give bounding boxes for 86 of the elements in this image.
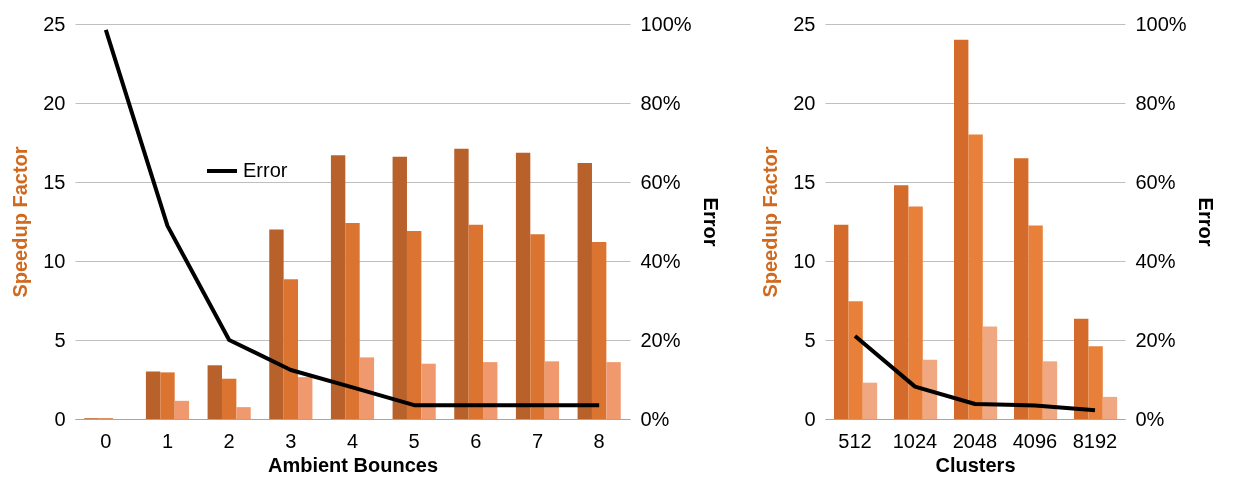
bar <box>1042 361 1058 419</box>
bar <box>421 363 436 419</box>
y-tick-label: 10 <box>43 249 66 272</box>
x-tick-label: 4096 <box>1012 429 1058 452</box>
bar <box>1074 318 1089 419</box>
y-tick-label: 15 <box>793 170 816 193</box>
bar <box>606 362 621 419</box>
bar <box>922 359 938 419</box>
y-axis-title: Speedup Factor <box>9 146 32 298</box>
x-tick-label: 2048 <box>952 429 998 452</box>
x-tick-label: 0 <box>100 429 112 452</box>
bar <box>298 377 313 419</box>
bar <box>283 279 299 419</box>
y-tick-label: 10 <box>793 249 816 272</box>
bar <box>591 242 607 419</box>
y2-axis-title: Error <box>1194 197 1217 247</box>
bar <box>577 163 592 419</box>
bar <box>954 39 969 419</box>
bar <box>968 134 983 419</box>
x-tick-label: 512 <box>838 429 872 452</box>
bar <box>145 371 161 419</box>
bar <box>1088 346 1103 419</box>
x-tick-label: 7 <box>531 429 544 452</box>
y2-tick-label: 40% <box>640 249 681 272</box>
legend-label: Error <box>243 159 288 181</box>
bar <box>160 372 175 419</box>
line-series <box>103 27 602 408</box>
bar <box>1102 396 1118 419</box>
bar <box>848 301 863 419</box>
bar <box>174 400 190 419</box>
x-tick-label: 2 <box>223 429 235 452</box>
y-tick-label: 20 <box>793 91 816 114</box>
y2-tick-label: 0% <box>640 407 670 430</box>
bar <box>908 206 923 419</box>
x-tick-label: 5 <box>408 429 420 452</box>
bar <box>207 365 222 419</box>
bar <box>468 224 484 419</box>
x-axis-title: Ambient Bounces <box>267 453 439 476</box>
y-tick-label: 15 <box>43 170 66 193</box>
bar <box>221 378 237 419</box>
y2-tick-label: 20% <box>640 328 681 351</box>
y2-tick-label: 20% <box>1135 328 1176 351</box>
bar <box>894 185 909 419</box>
y2-tick-label: 60% <box>640 170 681 193</box>
line-series <box>853 334 1097 413</box>
bar <box>862 382 878 419</box>
x-tick-label: 8 <box>593 429 605 452</box>
bar <box>454 148 469 419</box>
y-tick-label: 0 <box>54 407 66 430</box>
bar <box>345 223 360 419</box>
bar <box>834 224 849 419</box>
bar <box>483 362 498 419</box>
y2-tick-label: 0% <box>1135 407 1165 430</box>
bar <box>544 361 560 419</box>
y-tick-label: 25 <box>793 12 816 35</box>
bar <box>982 326 998 419</box>
bar <box>515 152 531 419</box>
bar <box>269 229 284 419</box>
bar <box>406 230 422 419</box>
x-tick-label: 6 <box>470 429 482 452</box>
x-tick-label: 4 <box>346 429 359 452</box>
x-axis-title: Clusters <box>935 453 1016 476</box>
y2-tick-label: 100% <box>640 12 692 35</box>
y2-tick-label: 100% <box>1135 12 1187 35</box>
x-tick-label: 8192 <box>1072 429 1118 452</box>
y2-tick-label: 40% <box>1135 249 1176 272</box>
bar <box>392 156 407 419</box>
y2-tick-label: 80% <box>1135 91 1176 114</box>
y-tick-label: 5 <box>54 328 66 351</box>
bar <box>330 155 346 419</box>
bar <box>359 357 375 419</box>
y2-axis-title: Error <box>699 197 722 247</box>
x-tick-label: 3 <box>285 429 297 452</box>
bar <box>236 407 251 419</box>
y2-tick-label: 60% <box>1135 170 1176 193</box>
y-tick-label: 25 <box>43 12 66 35</box>
x-tick-label: 1024 <box>892 429 938 452</box>
x-tick-label: 1 <box>161 429 174 452</box>
y-tick-label: 0 <box>804 407 816 430</box>
bar <box>530 234 545 419</box>
bar <box>1028 225 1043 419</box>
bar <box>1014 158 1029 419</box>
y-tick-label: 20 <box>43 91 66 114</box>
y-tick-label: 5 <box>804 328 816 351</box>
y-axis-title: Speedup Factor <box>759 146 782 298</box>
y2-tick-label: 80% <box>640 91 681 114</box>
